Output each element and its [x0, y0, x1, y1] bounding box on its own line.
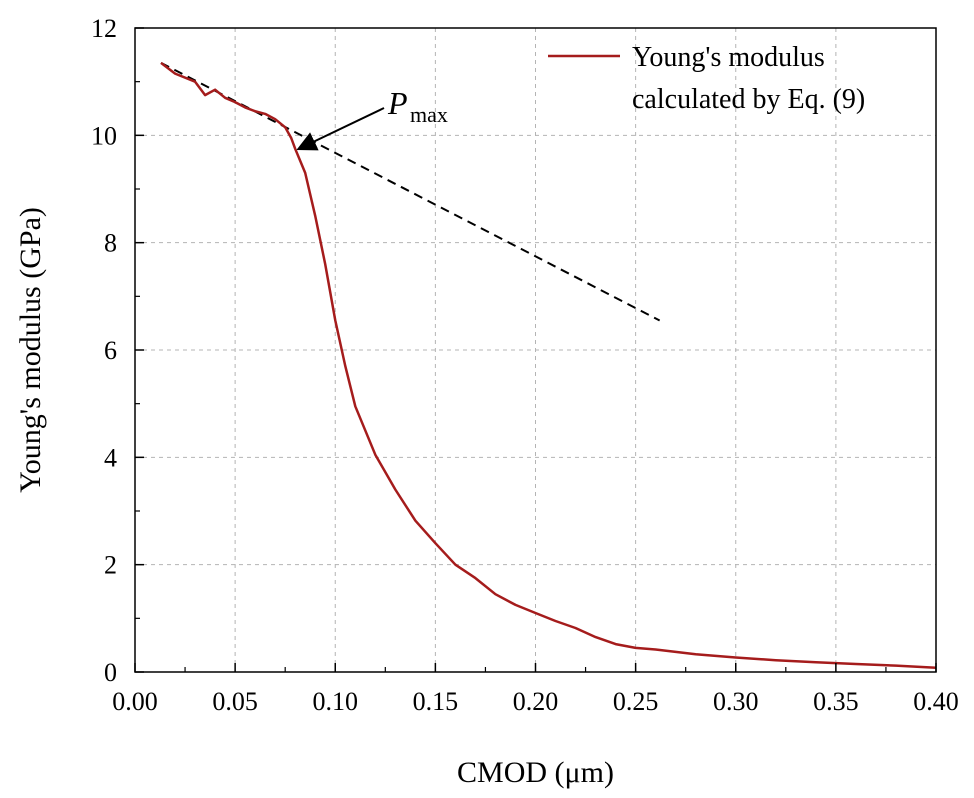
x-tick-label: 0.20 — [513, 687, 559, 716]
grid — [135, 28, 936, 672]
pmax-label-subscript: max — [410, 102, 448, 127]
x-tick-labels: 0.00 0.05 0.10 0.15 0.20 0.25 0.30 0.35 0.40 — [112, 687, 959, 716]
y-tick-label: 8 — [104, 229, 117, 258]
y-axis-title: Young's modulus (GPa) — [14, 207, 47, 493]
x-tick-label: 0.15 — [413, 687, 459, 716]
x-tick-label: 0.25 — [613, 687, 659, 716]
y-tick-label: 12 — [91, 14, 117, 43]
y-tick-label: 6 — [104, 336, 117, 365]
ticks — [134, 27, 937, 673]
x-tick-label: 0.30 — [713, 687, 759, 716]
x-tick-label: 0.00 — [112, 687, 158, 716]
y-tick-label: 0 — [104, 658, 117, 687]
pmax-annotation: P max — [296, 85, 448, 151]
x-tick-label: 0.40 — [913, 687, 959, 716]
x-tick-label: 0.35 — [813, 687, 859, 716]
legend: Young's modulus calculated by Eq. (9) — [548, 42, 865, 115]
x-tick-label: 0.05 — [212, 687, 258, 716]
x-tick-label: 0.10 — [313, 687, 359, 716]
pmax-label: P — [387, 85, 408, 121]
y-tick-label: 2 — [104, 551, 117, 580]
pmax-arrow — [296, 107, 385, 151]
legend-label-line-1: Young's modulus — [632, 42, 825, 73]
y-tick-label: 10 — [91, 121, 117, 150]
y-tick-label: 4 — [104, 443, 117, 472]
y-tick-labels: 0 2 4 6 8 10 12 — [91, 14, 117, 687]
legend-label-line-2: calculated by Eq. (9) — [632, 84, 865, 115]
series-layer — [160, 61, 937, 669]
x-axis-title: CMOD (μm) — [457, 756, 614, 789]
series-line-youngs-modulus — [160, 61, 937, 669]
